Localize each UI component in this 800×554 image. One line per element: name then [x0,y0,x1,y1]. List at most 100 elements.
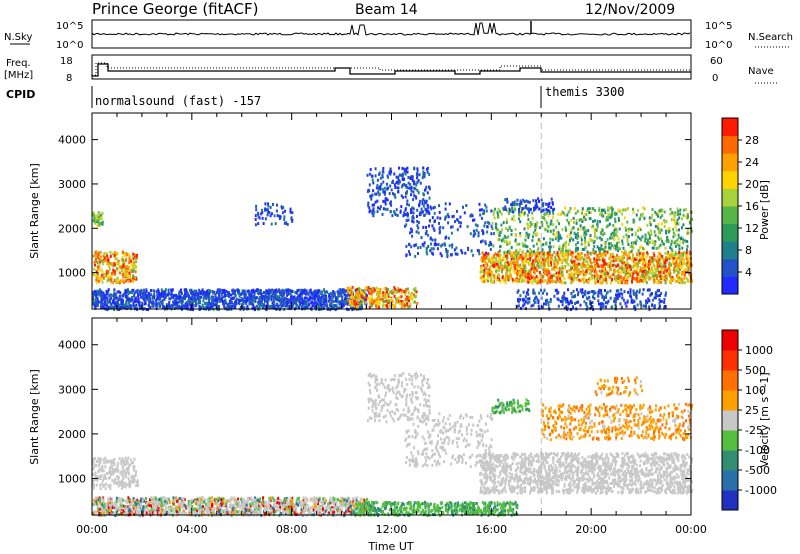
scatter-cell [608,213,611,217]
scatter-cell [574,262,577,266]
scatter-cell [392,305,395,308]
scatter-cell [478,252,481,256]
scatter-cell [438,210,441,214]
scatter-cell [598,269,601,273]
scatter-cell [246,305,249,308]
scatter-cell [97,266,100,270]
scatter-cell [657,259,660,263]
scatter-cell [271,288,274,292]
scatter-cell [424,188,427,192]
scatter-cell [639,266,642,270]
scatter-cell [96,223,99,227]
scatter-cell [408,252,411,256]
scatter-cell [407,218,410,222]
scatter-cell [397,179,400,182]
scatter-cell [190,290,193,293]
scatter-cell [174,297,177,301]
scatter-cell [142,294,145,298]
scatter-cell [120,269,123,273]
scatter-cell [639,228,642,232]
scatter-cell [416,208,419,212]
scatter-cell [531,211,534,215]
scatter-cell [386,305,389,309]
scatter-cell [663,225,666,228]
scatter-cell [185,304,188,308]
scatter-cell [412,198,415,201]
scatter-cell [488,221,491,225]
scatter-cell [460,221,462,225]
scatter-cell [538,258,541,262]
scatter-cell [156,290,158,294]
scatter-cell [159,300,162,304]
scatter-cell [636,251,639,255]
scatter-cell [641,214,644,218]
scatter-cell [223,288,226,292]
scatter-cell [100,250,103,254]
scatter-cell [497,254,500,258]
scatter-cell [410,175,413,179]
scatter-cell [506,260,509,264]
scatter-cell [125,300,128,304]
scatter-cell [106,291,108,295]
scatter-cell [117,262,120,266]
scatter-cell [279,301,282,305]
scatter-cell [683,273,686,277]
scatter-cell [626,220,629,224]
scatter-cell [163,291,166,295]
scatter-cell [584,271,587,275]
scatter-cell [583,233,585,237]
scatter-cell [654,271,657,275]
scatter-cell [521,254,523,258]
scatter-cell [511,278,514,282]
scatter-cell [667,267,670,270]
scatter-cell [507,263,510,267]
scatter-cell [430,251,433,255]
scatter-cell [411,206,414,210]
scatter-cell [676,222,679,226]
scatter-cell [156,293,159,297]
scatter-cell [581,211,584,215]
scatter-cell [625,272,628,276]
scatter-cell [500,212,503,216]
scatter-cell [509,240,512,244]
scatter-cell [386,198,389,202]
scatter-cell [549,229,552,233]
scatter-cell [552,260,555,263]
scatter-cell [557,274,560,278]
scatter-cell [655,265,658,269]
scatter-cell [588,276,591,280]
scatter-cell [601,269,604,273]
scatter-cell [581,209,584,213]
scatter-cell [636,264,639,268]
scatter-cell [548,257,550,261]
scatter-cell [555,231,558,235]
scatter-cell [476,224,479,228]
scatter-cell [320,299,322,303]
scatter-cell [427,210,430,214]
scatter-cell [521,260,524,264]
scatter-cell [132,268,135,272]
scatter-cell [671,217,674,221]
scatter-cell [526,213,529,217]
scatter-cell [390,200,392,204]
scatter-cell [415,290,418,294]
scatter-cell [524,234,527,238]
scatter-cell [480,269,483,273]
scatter-cell [670,239,673,243]
scatter-cell [404,195,407,199]
scatter-cell [514,228,517,231]
scatter-cell [278,290,281,294]
scatter-cell [593,231,596,235]
scatter-cell [160,288,163,292]
scatter-cell [547,275,550,279]
scatter-cell [667,272,670,275]
scatter-cell [604,253,607,257]
scatter-cell [96,289,99,293]
scatter-cell [269,214,272,218]
scatter-cell [263,303,266,306]
scatter-cell [610,206,613,210]
scatter-cell [598,265,601,269]
scatter-cell [404,172,407,176]
scatter-cell [144,291,147,295]
scatter-cell [280,205,283,209]
